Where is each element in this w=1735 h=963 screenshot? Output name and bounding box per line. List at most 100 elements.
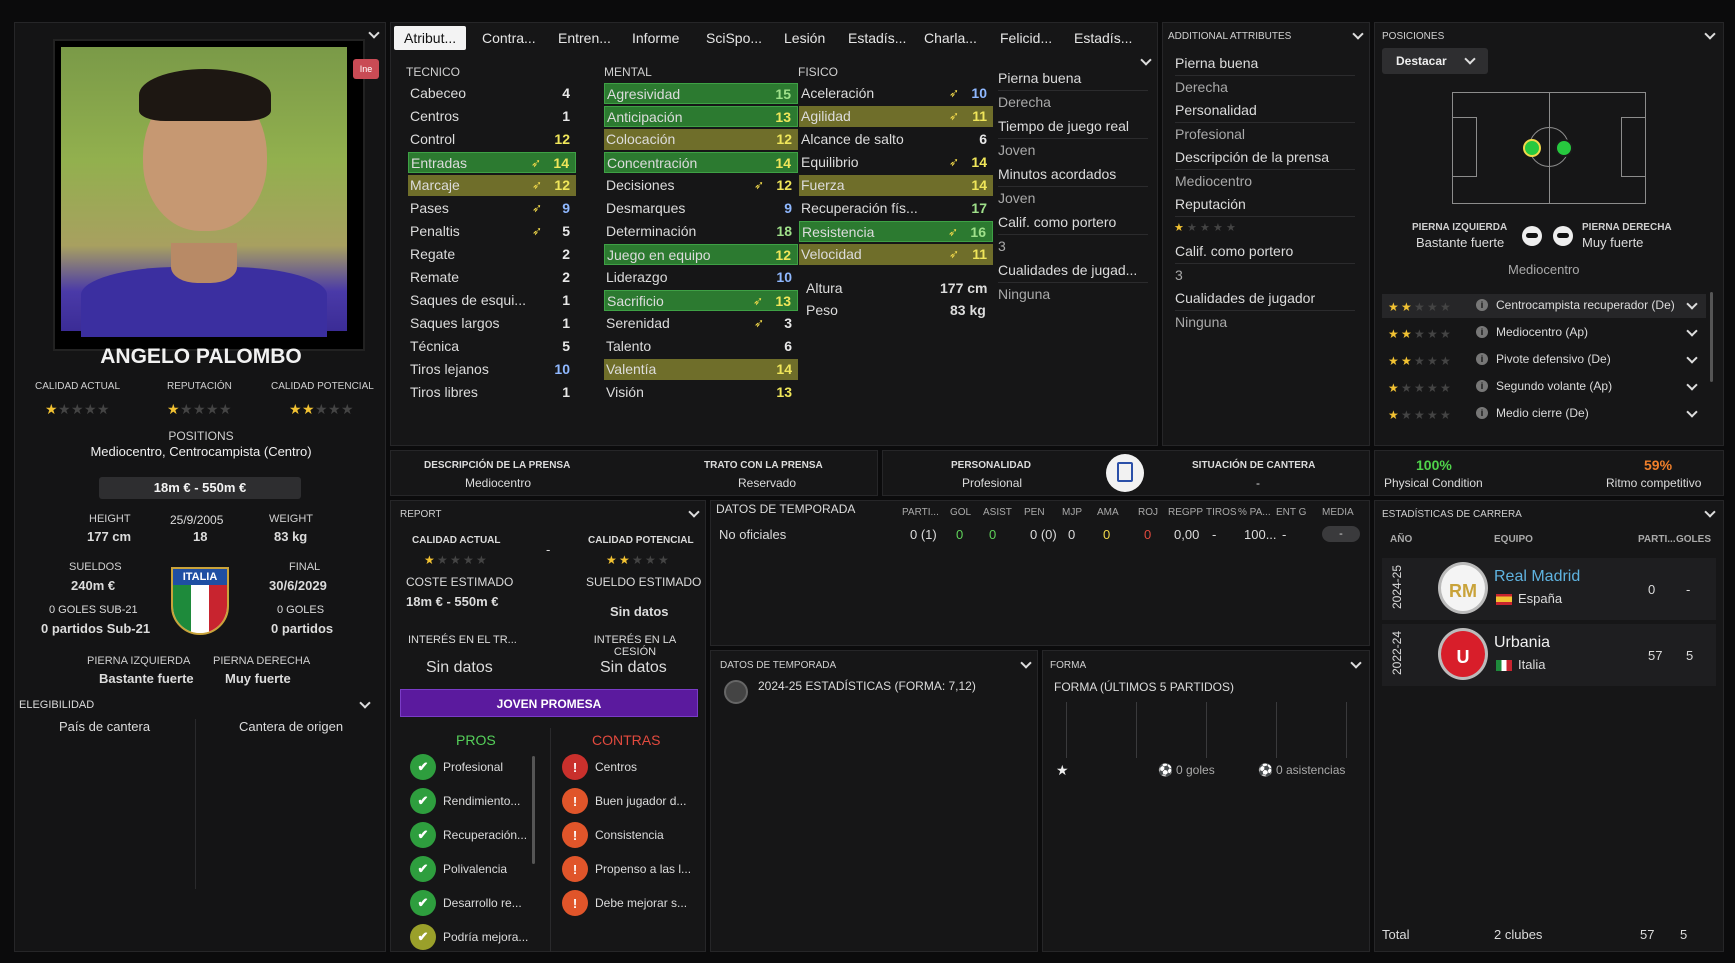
ritmo-value: 59% [1644, 457, 1673, 473]
role-name: Centrocampista recuperador (De) [1496, 298, 1675, 312]
club-country: España [1518, 591, 1563, 606]
nation-flag: ITALIA [171, 567, 229, 635]
tecnico-row: Centros 1 [408, 106, 576, 127]
pro-item: Profesional [443, 760, 504, 774]
mental-name: Decisiones [606, 177, 675, 193]
fisico-name: Alcance de salto [801, 131, 904, 147]
interes-tr-label: INTERÉS EN EL TR... [408, 634, 517, 646]
position-dot-dmc[interactable] [1523, 139, 1541, 157]
highlight-dropdown[interactable]: Destacar [1382, 48, 1488, 74]
report-ca-label: CALIDAD ACTUAL [412, 535, 501, 546]
mental-row: Desmarques 9 [604, 198, 798, 219]
role-row[interactable]: ★ ★ ★ ★ ★ i Medio cierre (De) [1382, 402, 1706, 426]
season-cell: 0 [1144, 527, 1152, 542]
club-name[interactable]: Urbania [1494, 634, 1551, 651]
chevron-down-icon[interactable] [1686, 325, 1698, 337]
tab-6[interactable]: Estadís... [848, 30, 907, 46]
chevron-down-icon[interactable] [1686, 298, 1698, 310]
season-cell: - [1212, 527, 1217, 542]
forma-sub[interactable]: FORMA (ÚLTIMOS 5 PARTIDOS) [1054, 680, 1235, 694]
star-icon: ★ [1401, 354, 1412, 368]
mental-row: Liderazgo 10 [604, 267, 798, 288]
eligibility-link[interactable]: ELEGIBILIDAD [19, 699, 95, 711]
side-info-label: Pierna buena [998, 70, 1082, 86]
role-row[interactable]: ★ ★ ★ ★ ★ i Pivote defensivo (De) [1382, 348, 1706, 372]
career-row[interactable]: 2022-24 U Urbania Italia 57 5 [1382, 624, 1716, 686]
chevron-down-icon[interactable] [359, 697, 371, 709]
club-crest: U [1438, 628, 1488, 680]
right-foot-value: Muy fuerte [1582, 235, 1644, 250]
country-flag [1496, 660, 1512, 671]
press-panel-left [390, 450, 878, 496]
tecnico-value: 12 [554, 177, 570, 193]
fisico-value: 11 [972, 246, 987, 262]
interes-tr-value: Sin datos [426, 659, 493, 676]
apps: 0 partidos [271, 621, 334, 636]
star-icon: ★ [1414, 381, 1425, 395]
star-icon: ★ [1440, 354, 1451, 368]
height-label: HEIGHT [89, 513, 131, 525]
additional-label: Reputación [1175, 196, 1246, 212]
tecnico-value: 2 [562, 246, 570, 262]
contra-icon: ! [562, 754, 588, 780]
fisico-value: 6 [979, 131, 987, 147]
role-row[interactable]: ★ ★ ★ ★ ★ i Mediocentro (Ap) [1382, 321, 1706, 345]
chevron-down-icon[interactable] [1686, 406, 1698, 418]
mental-name: Agresividad [607, 86, 681, 102]
tecnico-value: 10 [554, 361, 570, 377]
player-badge: Ine [353, 59, 379, 79]
chevron-down-icon[interactable] [1686, 379, 1698, 391]
tab-2[interactable]: Entren... [558, 30, 611, 46]
career-total-apps: 57 [1640, 927, 1655, 942]
tecnico-value: 9 [562, 200, 570, 216]
pa-label: CALIDAD POTENCIAL [271, 381, 374, 392]
arrow-up-icon: ➶ [531, 201, 542, 215]
additional-title: ADDITIONAL ATTRIBUTES [1168, 31, 1292, 42]
tecnico-name: Saques largos [410, 315, 500, 331]
role-row[interactable]: ★ ★ ★ ★ ★ i Segundo volante (Ap) [1382, 375, 1706, 399]
career-goals-label: GOLES [1676, 534, 1712, 545]
role-row[interactable]: ★ ★ ★ ★ ★ i Centrocampista recuperador (De) [1382, 294, 1706, 318]
position-dot-mc[interactable] [1555, 139, 1573, 157]
personality-label: PERSONALIDAD [951, 460, 1032, 471]
tab-5[interactable]: Lesión [784, 30, 826, 46]
tab-1[interactable]: Contra... [482, 30, 536, 46]
pros-contras-divider [550, 728, 551, 952]
tab-3[interactable]: Informe [632, 30, 680, 46]
club-name[interactable]: Real Madrid [1494, 568, 1581, 585]
mental-name: Desmarques [606, 200, 686, 216]
u21-apps: 0 partidos Sub-21 [41, 621, 151, 636]
chevron-down-icon[interactable] [368, 27, 380, 39]
season-title[interactable]: DATOS DE TEMPORADA [716, 502, 856, 516]
tecnico-value: 14 [553, 155, 569, 171]
tecnico-name: Penaltis [410, 223, 460, 239]
chevron-down-icon[interactable] [1686, 352, 1698, 364]
season-cell: - [1322, 526, 1360, 542]
ca-stars: ★★★★★ [45, 401, 110, 417]
tecnico-value: 1 [562, 292, 570, 308]
tab-4[interactable]: SciSpo... [706, 30, 763, 46]
press-desc-value: Mediocentro [465, 476, 532, 490]
weight-value: 83 kg [274, 529, 308, 544]
season-header: PEN [1024, 507, 1045, 518]
mental-name: Visión [606, 384, 644, 400]
mental-value: 3 [784, 315, 792, 331]
young-prospect-banner: JOVEN PROMESA [400, 689, 698, 717]
tab-0[interactable]: Atribut... [394, 26, 467, 50]
mental-name: Valentía [606, 361, 657, 377]
tab-8[interactable]: Felicid... [1000, 30, 1053, 46]
career-year-label: AÑO [1390, 534, 1413, 545]
ball-icon [724, 680, 748, 704]
goals: 0 GOLES [277, 604, 325, 616]
pros-scrollbar[interactable] [532, 756, 535, 864]
roles-scrollbar[interactable] [1710, 292, 1713, 382]
tab-7[interactable]: Charla... [924, 30, 977, 46]
contra-item: Buen jugador d... [595, 794, 687, 808]
tab-9[interactable]: Estadís... [1074, 30, 1133, 46]
star-icon: ★ [1401, 300, 1412, 314]
star-icon: ★ [1388, 408, 1399, 422]
career-row[interactable]: 2024-25 RM Real Madrid España 0 - [1382, 558, 1716, 620]
right-foot-label: PIERNA DERECHA [1582, 222, 1672, 233]
contras-label: CONTRAS [592, 732, 661, 748]
